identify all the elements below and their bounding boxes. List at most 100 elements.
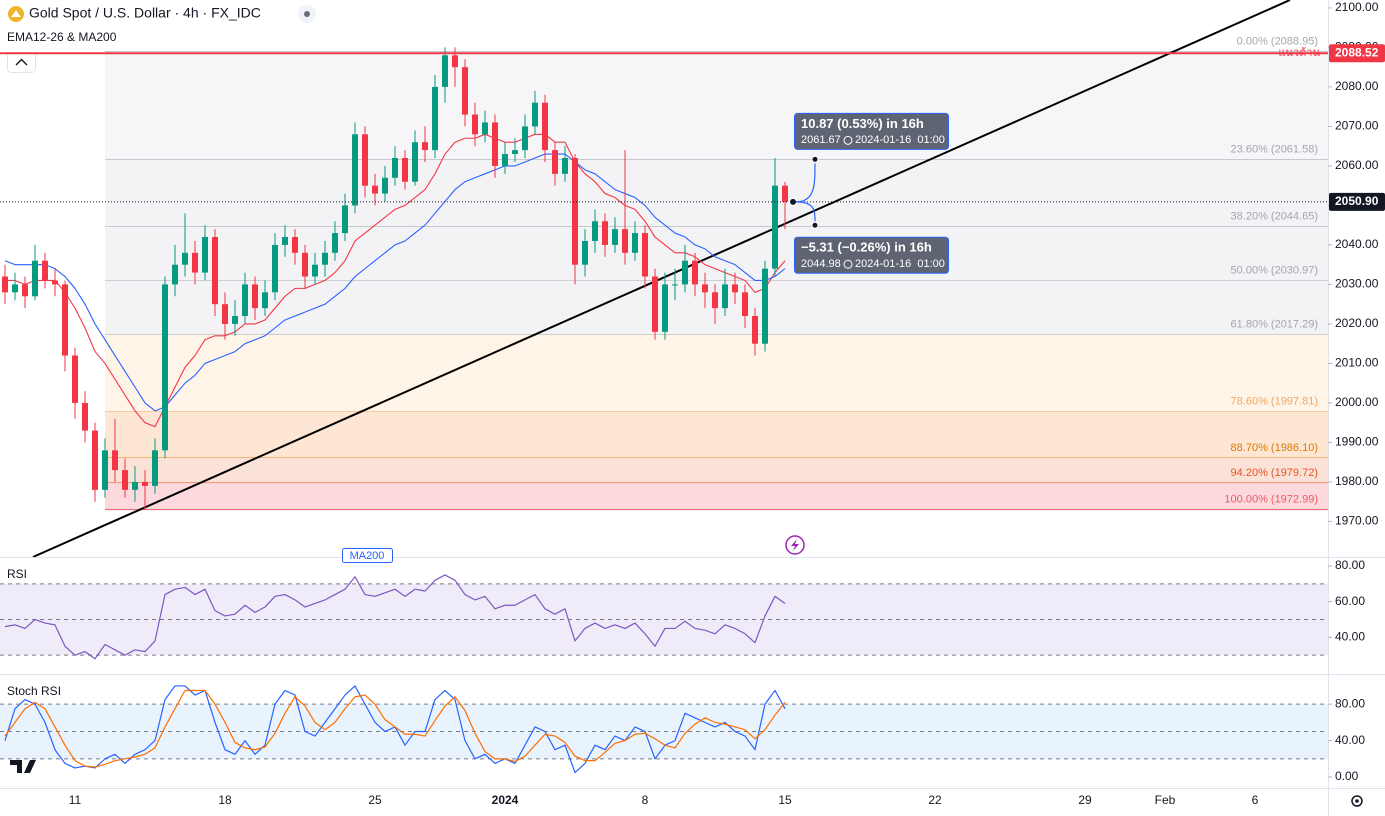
indicator-legend[interactable]: EMA12-26 & MA200 [7, 30, 117, 44]
projection-change: −5.31 (−0.26%) in 16h [801, 240, 932, 255]
candle-body [182, 252, 188, 265]
candle-body [342, 205, 348, 234]
candle-body [82, 402, 88, 431]
clock-icon [843, 135, 853, 145]
symbol-title[interactable]: Gold Spot / U.S. Dollar · 4h · FX_IDC [29, 5, 261, 21]
candle-body [432, 86, 438, 151]
candle-body [622, 229, 628, 253]
fib-zone [105, 411, 1328, 458]
trend-line[interactable] [32, 0, 1291, 558]
candle-body [682, 260, 688, 285]
candle-body [632, 233, 638, 253]
moving-average-line [5, 133, 786, 428]
fib-level-label: 94.20% (1979.72) [1231, 467, 1318, 479]
candle-body [592, 221, 598, 241]
settings-button[interactable] [1351, 795, 1363, 807]
price-axis-label: 2020.00 [1335, 316, 1379, 330]
candle-body [92, 430, 98, 490]
candle-body [532, 102, 538, 127]
indicator-line [4, 574, 786, 660]
candle-body [782, 185, 788, 202]
candle-body [502, 154, 508, 166]
candle-body [332, 233, 338, 253]
visibility-icon [304, 11, 310, 17]
candle-body [772, 185, 778, 269]
indicator-line [4, 689, 786, 768]
time-axis-label: Feb [1155, 793, 1176, 807]
time-axis-label: 29 [1078, 793, 1092, 807]
fib-level-label: 23.60% (2061.58) [1231, 144, 1318, 156]
time-axis-label: 18 [218, 793, 232, 807]
candle-body [562, 158, 568, 174]
fib-zone [105, 51, 1328, 160]
projection-origin [789, 197, 797, 206]
price-axis-label: 2040.00 [1335, 237, 1379, 251]
time-axis-label: 22 [928, 793, 942, 807]
candle-body [522, 126, 528, 151]
candle-body [42, 260, 48, 281]
candle-body [412, 142, 418, 182]
projection-price: 2044.98 [801, 258, 841, 270]
candle-body [692, 260, 698, 285]
fib-level-label: 61.80% (2017.29) [1231, 319, 1318, 331]
candle-body [552, 150, 558, 174]
candle-body [462, 67, 468, 115]
candle-body [492, 122, 498, 166]
candle-body [762, 268, 768, 344]
projection-change: 10.87 (0.53%) in 16h [801, 116, 924, 131]
time-axis-label: 8 [642, 793, 649, 807]
resistance-badge [1329, 44, 1385, 63]
candle-body [132, 481, 138, 490]
candle-body [702, 284, 708, 293]
symbol-icon-glyph [11, 10, 21, 17]
collapse-icon [15, 58, 28, 66]
candle-body [382, 177, 388, 194]
time-axis-label: 15 [778, 793, 792, 807]
candle-body [322, 252, 328, 265]
indicator-axis-label: 60.00 [1335, 594, 1365, 608]
projection-price: 2061.67 [801, 134, 841, 146]
fib-zone [105, 334, 1328, 412]
projection-target [811, 221, 819, 229]
candle-body [222, 304, 228, 324]
candle-body [242, 284, 248, 317]
candle-body [162, 284, 168, 451]
collapse-button[interactable] [7, 52, 36, 73]
fib-zone [105, 159, 1328, 227]
candle-body [392, 158, 398, 178]
clock-icon [843, 259, 853, 269]
candle-body [302, 252, 308, 277]
ma-tag-box [342, 548, 393, 563]
price-axis-label: 2070.00 [1335, 119, 1379, 133]
candle-body [32, 260, 38, 297]
indicator-axis-label: 40.00 [1335, 630, 1365, 644]
last-price-label: 2050.90 [1335, 194, 1379, 208]
candle-body [602, 221, 608, 245]
candle-body [472, 114, 478, 135]
projection-arrow [795, 163, 816, 203]
fib-zone [105, 457, 1328, 484]
candle-body [672, 284, 678, 286]
candle-body [272, 244, 278, 293]
brand-logo[interactable] [10, 760, 36, 773]
candle-body [292, 237, 298, 253]
candle-body [442, 55, 448, 87]
resistance-name: แนวต้าน [1278, 47, 1320, 59]
projection-time: 2024-01-16 01:00 [855, 258, 945, 270]
price-axis-label: 2060.00 [1335, 158, 1379, 172]
ma-tag: MA200 [350, 550, 385, 562]
candle-body [112, 450, 118, 471]
candle-body [152, 450, 158, 486]
candle-body [212, 237, 218, 305]
projection-box [794, 236, 949, 274]
time-axis-label: 11 [69, 793, 82, 807]
candle-body [652, 276, 658, 332]
fib-zone [105, 483, 1328, 510]
candle-body [572, 158, 578, 265]
event-icon-glyph [791, 539, 799, 551]
candle-body [52, 280, 58, 285]
fib-level-label: 88.70% (1986.10) [1231, 442, 1318, 454]
last-price-badge [1329, 192, 1385, 211]
resistance-price: 2088.52 [1335, 45, 1379, 59]
